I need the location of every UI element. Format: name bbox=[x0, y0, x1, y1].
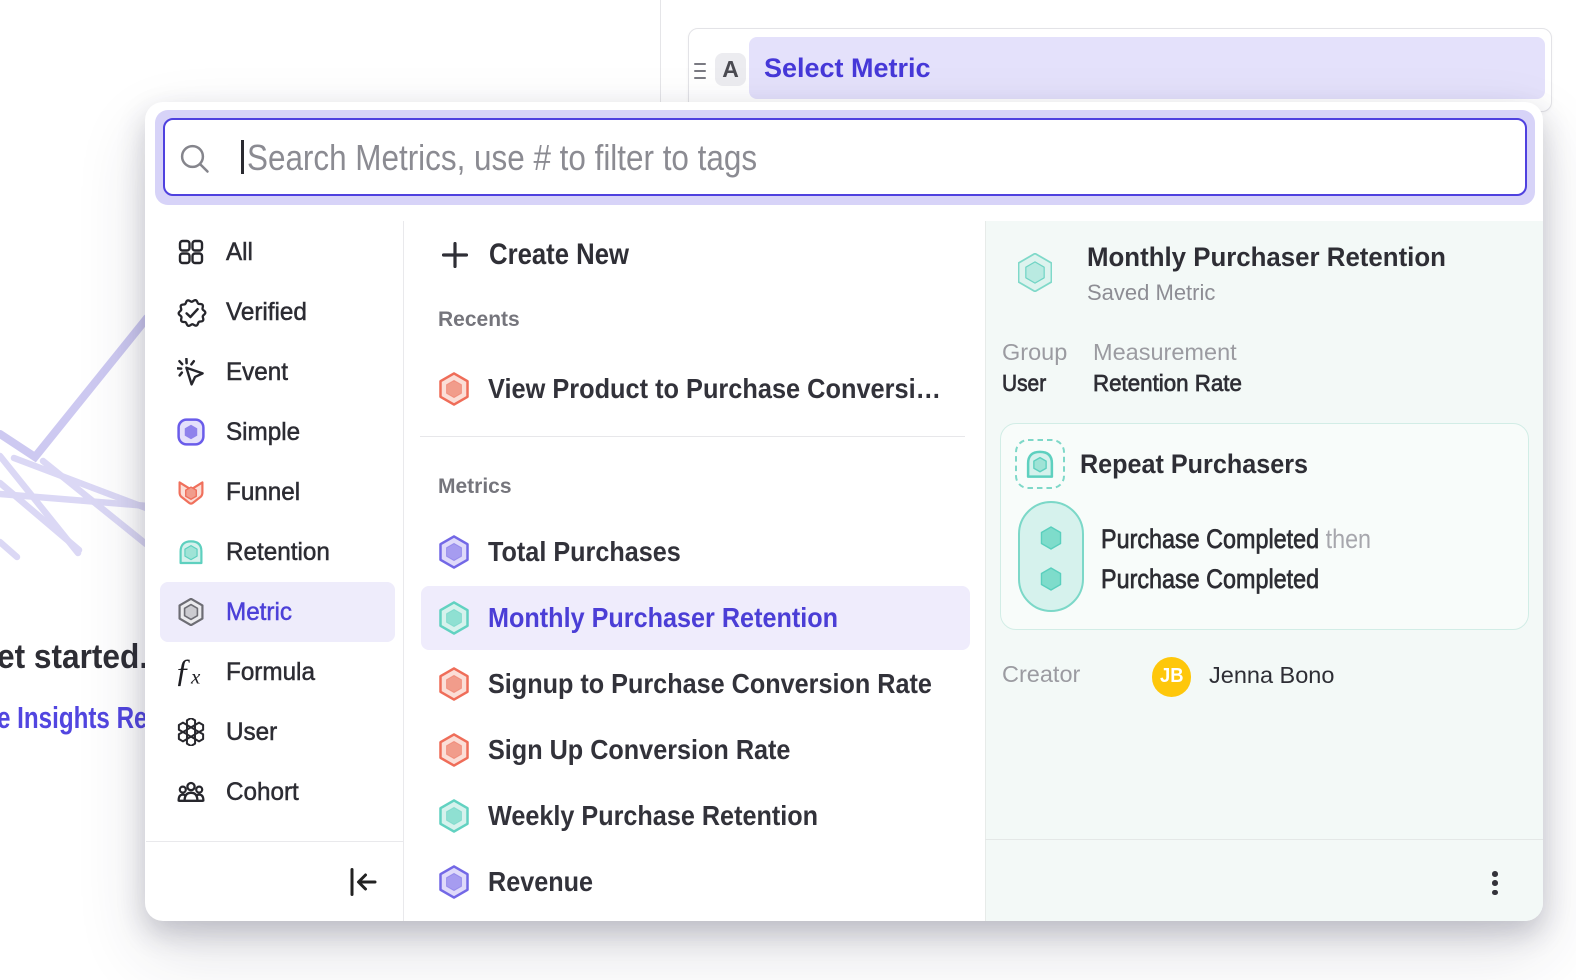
svg-text:ƒ: ƒ bbox=[177, 658, 191, 688]
svg-text:x: x bbox=[190, 665, 201, 689]
